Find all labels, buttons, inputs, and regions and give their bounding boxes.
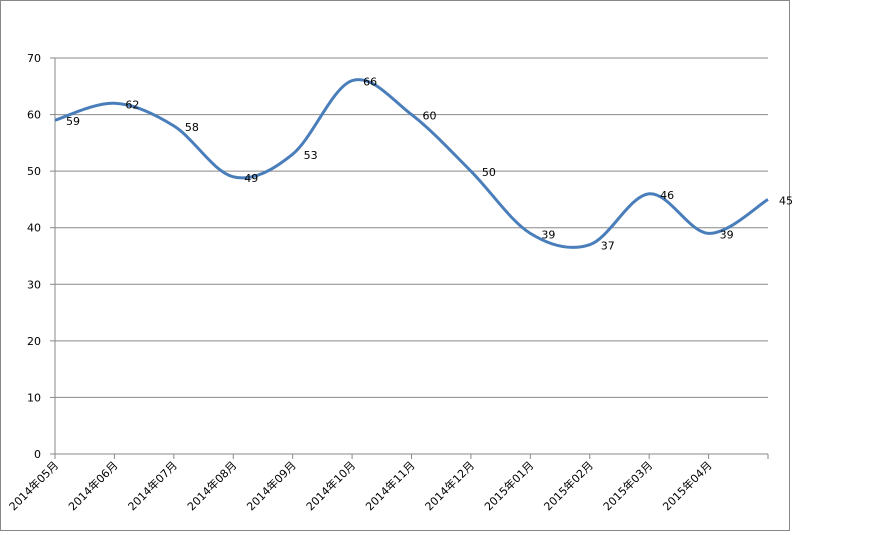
series-line — [54, 78, 769, 249]
data-label: 59 — [66, 115, 80, 128]
data-label: 60 — [423, 110, 437, 123]
data-label: 49 — [244, 172, 258, 185]
y-tick-label: 50 — [27, 165, 41, 178]
y-tick-label: 10 — [27, 391, 41, 404]
data-label: 37 — [601, 240, 615, 253]
data-label: 62 — [125, 98, 139, 111]
y-tick-label: 40 — [27, 222, 41, 235]
data-label: 66 — [363, 76, 377, 89]
data-label: 46 — [660, 189, 674, 202]
data-label: 39 — [541, 228, 555, 241]
data-label: 45 — [779, 194, 793, 207]
y-tick-label: 20 — [27, 335, 41, 348]
data-label: 58 — [185, 121, 199, 134]
data-label: 50 — [482, 166, 496, 179]
y-tick-label: 60 — [27, 109, 41, 122]
y-tick-label: 0 — [34, 448, 41, 461]
chart-border — [0, 0, 790, 531]
data-label: 39 — [720, 228, 734, 241]
y-tick-label: 30 — [27, 278, 41, 291]
y-tick-label: 70 — [27, 52, 41, 65]
data-label: 53 — [304, 149, 318, 162]
